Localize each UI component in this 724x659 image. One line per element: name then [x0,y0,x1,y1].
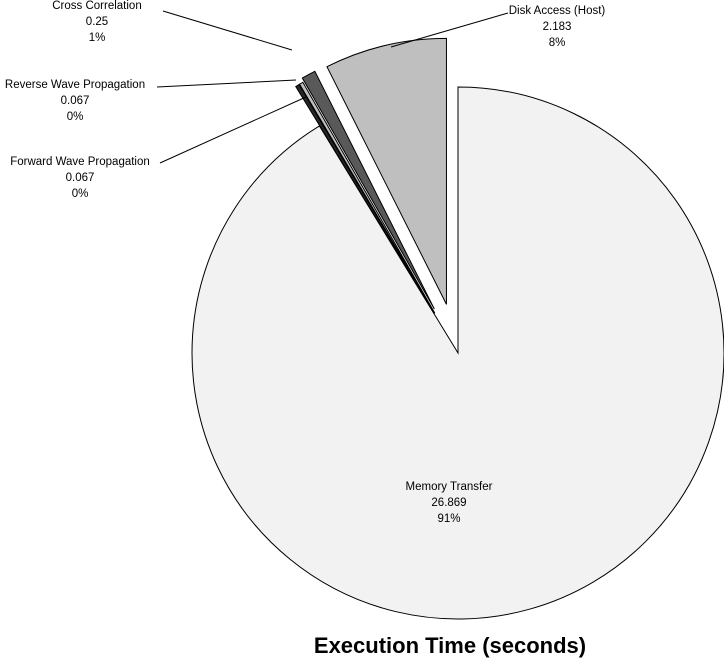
leader-line [162,10,293,51]
chart-title: Execution Time (seconds) [314,633,586,658]
data-label: Memory Transfer 26.869 91% [406,481,493,525]
pie-slice-forward-wave-propagation [295,83,435,314]
pie-slice-cross-correlation [301,70,435,310]
data-label: Disk Access (Host) 2.183 8% [509,5,606,49]
pie-slice-disk-access-host [326,37,447,305]
data-label: Reverse Wave Propagation 0.067 0% [5,79,145,123]
leader-line [159,96,307,164]
data-label: Cross Correlation 0.25 1% [52,0,141,44]
data-label: Forward Wave Propagation 0.067 0% [10,156,150,200]
leader-line [156,79,297,88]
pie-slice-reverse-wave-propagation [298,81,436,314]
leader-line [390,12,509,48]
pie-slice-memory-transfer [191,86,724,620]
